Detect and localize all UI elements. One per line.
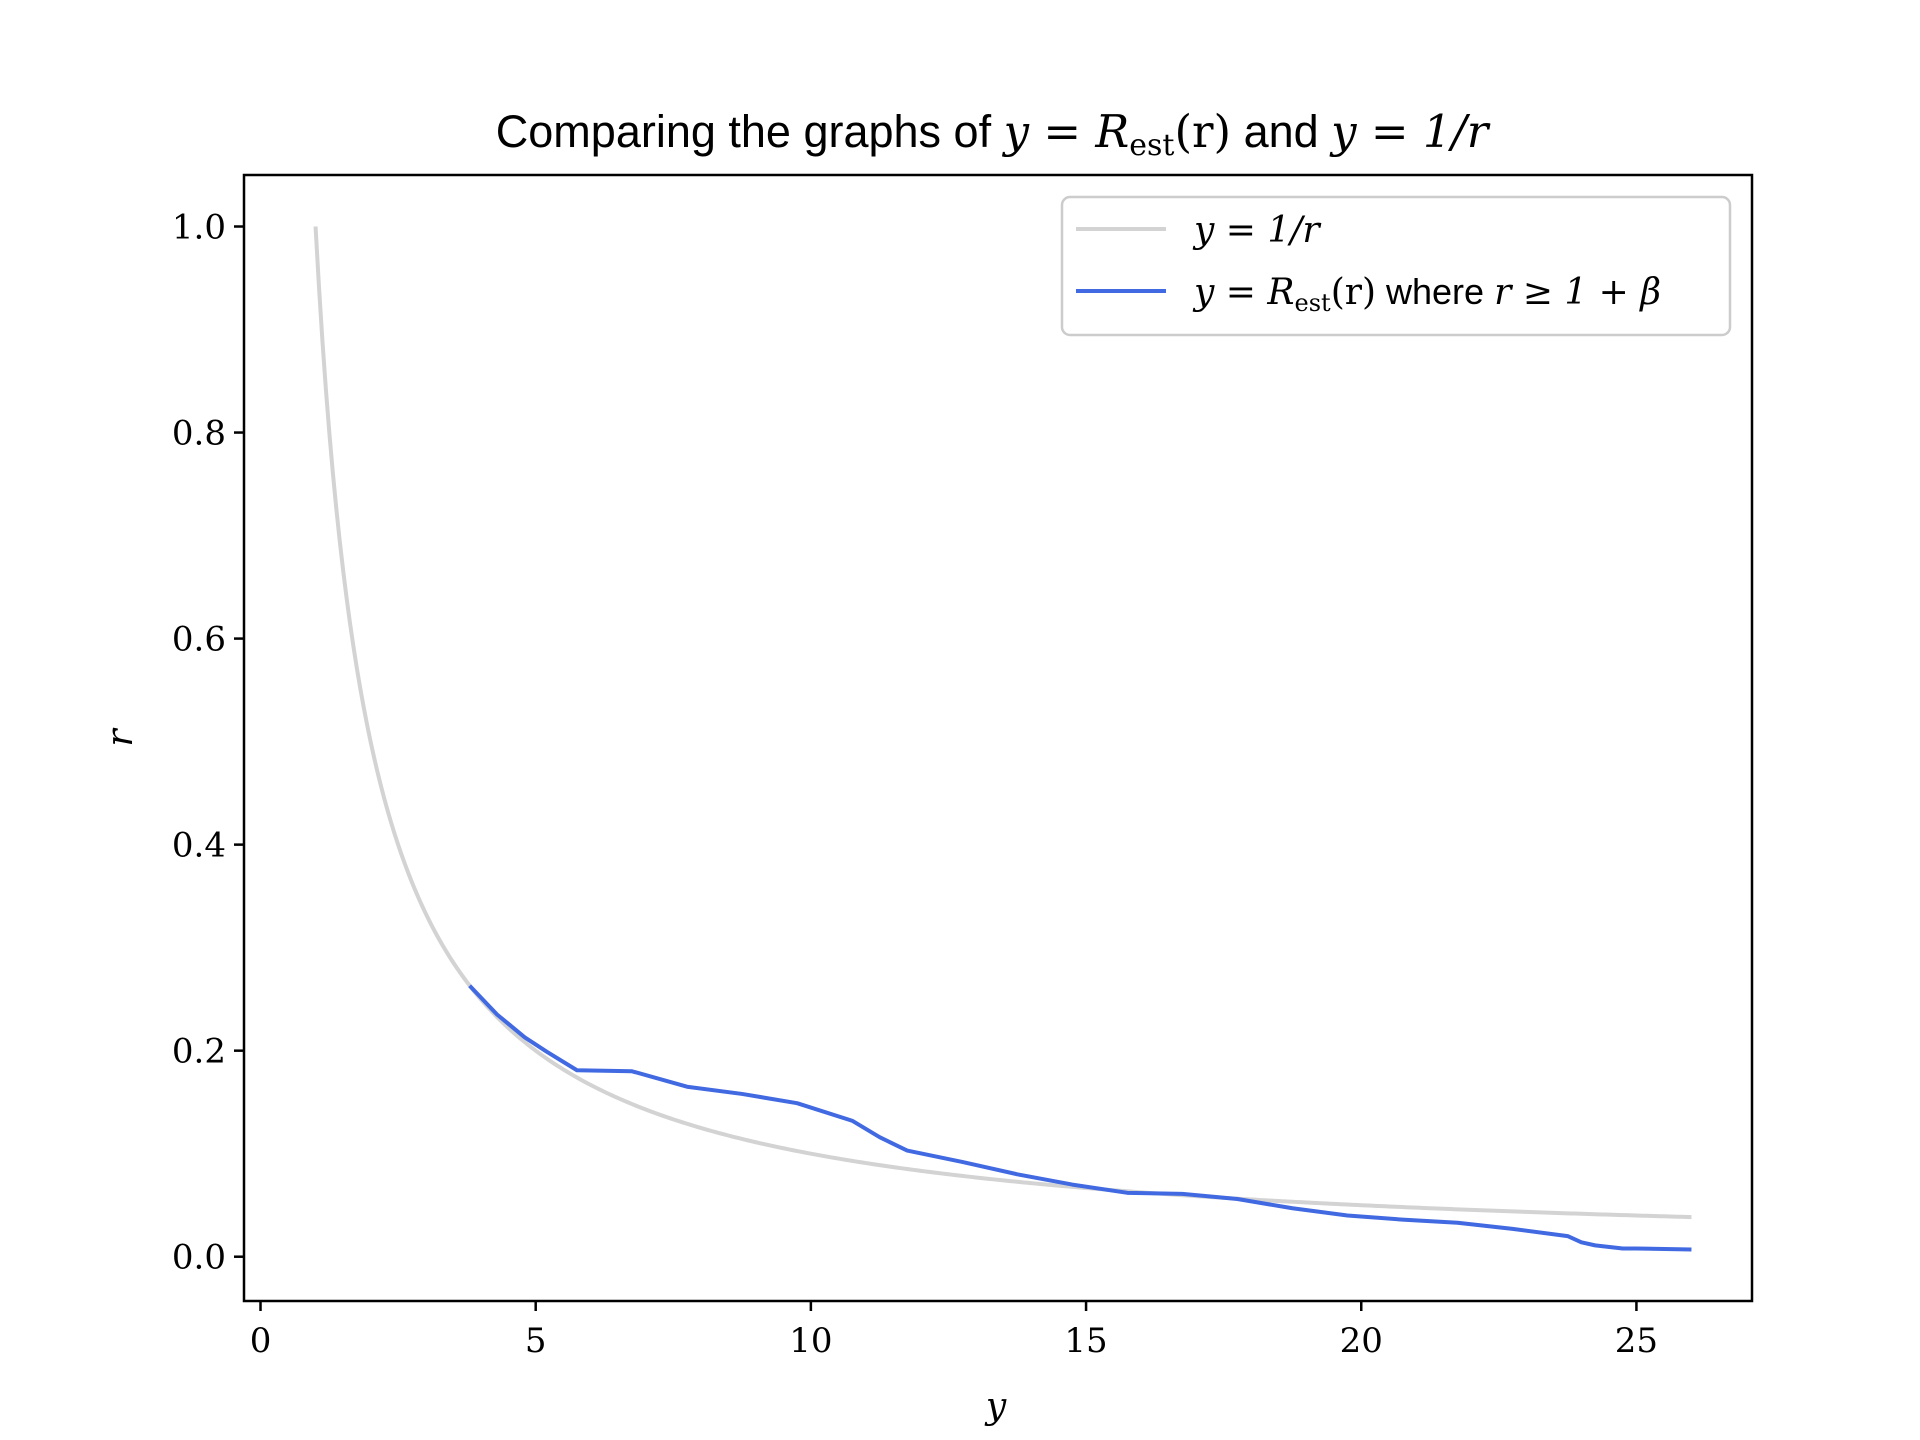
y-axis-ticks: 0.0 0.2 0.4 0.6 0.8 1.0 [172, 208, 244, 1278]
title-expr1-arg: (r) [1174, 105, 1231, 158]
y-tick-label: 0.0 [172, 1238, 226, 1278]
series-line-reciprocal [313, 226, 1692, 1220]
legend-rest-R: R [1266, 272, 1294, 313]
legend-rest-lhs: y [1192, 272, 1215, 313]
x-tick-label: 25 [1615, 1321, 1658, 1361]
y-tick-label: 0.4 [172, 826, 226, 866]
series-layer [313, 226, 1692, 1252]
legend-rest-eq: = [1214, 272, 1267, 313]
y-tick-label: 0.2 [172, 1032, 226, 1072]
title-expr1-R: R [1094, 105, 1129, 158]
title-prefix: Comparing the graphs of [496, 106, 1004, 157]
plot-frame [242, 173, 1754, 1303]
y-tick-label: 1.0 [172, 208, 226, 248]
legend-box [1060, 195, 1732, 337]
y-tick-label: 0.6 [172, 620, 226, 660]
x-tick-label: 0 [250, 1321, 272, 1361]
x-tick-label: 10 [789, 1321, 832, 1361]
x-tick-label: 20 [1340, 1321, 1383, 1361]
title-expr1-sub: est [1129, 128, 1174, 163]
x-tick-label: 5 [525, 1321, 547, 1361]
y-tick-label: 0.8 [172, 414, 226, 454]
legend-rest-cond: r ≥ 1 + β [1494, 272, 1661, 313]
title-middle: and [1231, 106, 1331, 157]
x-tick-label: 15 [1064, 1321, 1107, 1361]
title-expr2: y = 1/r [1329, 105, 1491, 158]
title-expr1-eq: = [1029, 105, 1095, 158]
title-expr1-lhs: y [1002, 105, 1030, 158]
legend-rest-word: where [1376, 271, 1494, 312]
legend-rest-sub: est [1295, 289, 1332, 317]
chart-title: Comparing the graphs of y = Rest(r) and … [496, 105, 1491, 163]
legend-label-rest: y = Rest(r) where r ≥ 1 + β [1192, 271, 1661, 317]
series-line-rest [468, 984, 1692, 1252]
y-axis-label: r [100, 728, 141, 747]
legend-rest-arg: (r) [1331, 272, 1376, 313]
x-axis-ticks: 0 5 10 15 20 25 [250, 1301, 1658, 1361]
legend-label-reciprocal: y = 1/r [1192, 210, 1321, 251]
legend: y = 1/r y = Rest(r) where r ≥ 1 + β [1060, 195, 1732, 337]
x-axis-label: y [984, 1386, 1007, 1427]
